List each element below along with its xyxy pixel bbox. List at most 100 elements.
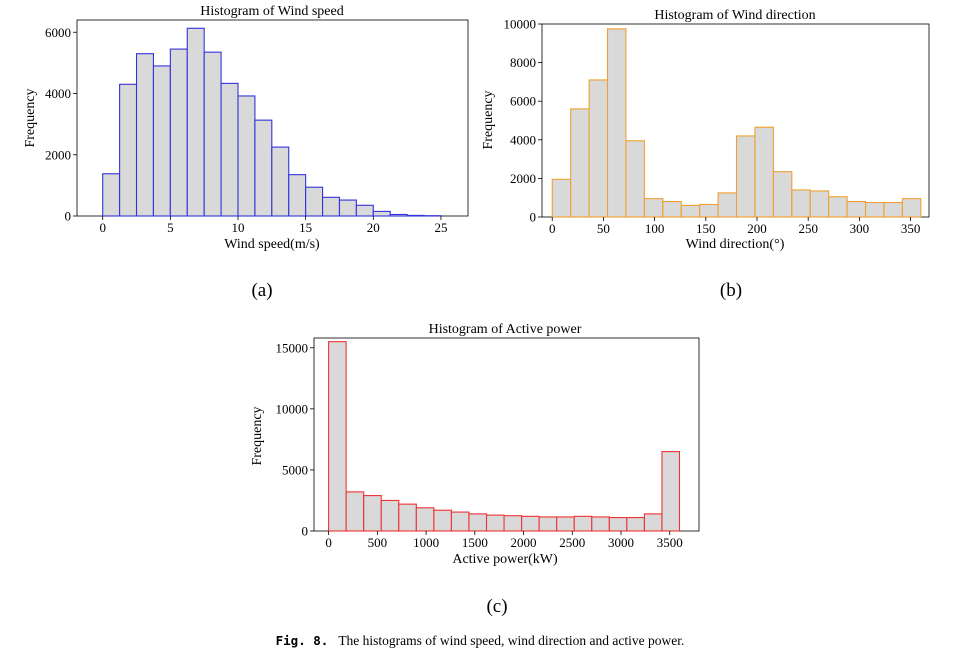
histogram-bar	[754, 126, 774, 218]
histogram-bar	[556, 516, 575, 532]
x-axis-label: Wind direction(°)	[686, 237, 785, 252]
x-tick-label: 0	[99, 220, 106, 235]
histogram-bar	[503, 515, 523, 532]
histogram-bar	[680, 204, 701, 218]
histogram-bar	[606, 28, 627, 218]
histogram-bar	[573, 515, 593, 532]
x-tick-label: 25	[434, 220, 447, 235]
histogram-bar	[220, 82, 239, 217]
histogram-bar	[102, 173, 121, 217]
y-tick-label: 15000	[276, 340, 309, 355]
y-tick-label: 10000	[276, 401, 309, 416]
x-tick-label: 3500	[657, 535, 683, 550]
bars	[102, 27, 442, 217]
y-tick-label: 6000	[510, 94, 536, 109]
y-ticks: 0 2000 4000 6000 8000 10000	[504, 17, 542, 225]
histogram-bar	[717, 192, 738, 218]
histogram-bar	[772, 171, 793, 218]
histogram-bar	[363, 495, 382, 532]
histogram-bar	[626, 517, 645, 532]
histogram-bar	[846, 201, 867, 218]
x-tick-label: 15	[299, 220, 312, 235]
histogram-bar	[521, 515, 540, 532]
panel-label: (c)	[486, 596, 507, 617]
histogram-bar	[380, 499, 400, 532]
histogram-bar	[551, 178, 572, 218]
x-tick-label: 1000	[413, 535, 439, 550]
histogram-bar	[135, 53, 154, 217]
histogram-bar	[791, 189, 811, 218]
histogram-bar	[625, 140, 645, 218]
y-tick-label: 2000	[45, 147, 71, 162]
x-axis-label: Active power(kW)	[452, 552, 558, 567]
histogram-bar	[338, 199, 357, 217]
histogram-bar	[485, 514, 505, 532]
x-tick-label: 50	[597, 221, 610, 236]
y-ticks: 0 5000 10000 15000	[276, 340, 314, 539]
y-tick-label: 8000	[510, 55, 536, 70]
x-axis-label: Wind speed(m/s)	[224, 237, 320, 252]
y-tick-label: 0	[530, 210, 537, 225]
histogram-bar	[119, 83, 138, 217]
histogram-bar	[468, 513, 488, 532]
y-tick-label: 2000	[510, 171, 536, 186]
histogram-bar	[901, 198, 922, 218]
chart-title: Histogram of Active power	[429, 322, 582, 337]
histogram-bar	[186, 27, 205, 217]
histogram-bar	[864, 201, 885, 218]
histogram-bar	[608, 517, 628, 532]
y-tick-label: 5000	[282, 462, 308, 477]
caption-text: The histograms of wind speed, wind direc…	[338, 633, 684, 648]
y-tick-label: 6000	[45, 25, 71, 40]
x-tick-label: 200	[747, 221, 767, 236]
bars	[551, 28, 922, 218]
bars	[328, 341, 681, 532]
x-tick-label: 150	[696, 221, 716, 236]
chart-title: Histogram of Wind direction	[654, 8, 815, 23]
x-tick-label: 2500	[559, 535, 585, 550]
y-axis-label: Frequency	[250, 406, 265, 465]
x-tick-label: 350	[901, 221, 921, 236]
histogram-bar	[643, 513, 663, 532]
histogram-bar	[883, 201, 903, 218]
histogram-bar	[169, 48, 188, 217]
histogram-bar	[588, 79, 609, 218]
histogram-bar	[643, 198, 664, 218]
histogram-bar	[389, 213, 408, 217]
x-tick-label: 100	[645, 221, 665, 236]
histogram-bar	[570, 108, 590, 218]
histogram-bar	[152, 65, 171, 217]
x-tick-label: 2000	[511, 535, 537, 550]
x-tick-label: 1500	[462, 535, 488, 550]
x-tick-label: 3000	[608, 535, 634, 550]
y-tick-label: 10000	[504, 17, 537, 32]
x-tick-label: 300	[850, 221, 870, 236]
y-tick-label: 4000	[45, 86, 71, 101]
histogram-bar	[699, 203, 719, 218]
y-axis-label: Frequency	[481, 90, 496, 149]
histogram-bar	[538, 516, 558, 532]
histogram-bar	[328, 341, 347, 532]
figure-caption: Fig. 8. The histograms of wind speed, wi…	[276, 632, 685, 649]
histogram-bar	[591, 516, 610, 532]
y-ticks: 0 2000 4000 6000	[45, 25, 77, 224]
caption-label: Fig. 8.	[276, 633, 329, 648]
histogram-bar	[406, 214, 425, 217]
histogram-bar	[662, 201, 682, 218]
histogram-bar	[398, 503, 417, 532]
histogram-bar	[828, 196, 848, 218]
histogram-bar	[271, 146, 290, 217]
histogram-bar	[372, 210, 391, 217]
chart-wind-speed: Histogram of Wind speed 0 5 10 15 20 25 0 2000…	[23, 4, 469, 301]
histogram-bar	[237, 95, 256, 217]
x-tick-label: 10	[232, 220, 245, 235]
y-tick-label: 0	[302, 524, 309, 539]
chart-wind-direction: Histogram of Wind direction 0 50 100 150 200…	[481, 8, 930, 301]
histogram-bar	[433, 509, 452, 532]
x-ticks: 0 50 100 150 200 250 300 350	[549, 217, 920, 236]
histogram-bar	[345, 491, 365, 532]
x-ticks: 0 500 1000 1500 2000 2500 3000 3500	[325, 531, 683, 550]
chart-title: Histogram of Wind speed	[200, 4, 343, 19]
y-tick-label: 0	[65, 209, 72, 224]
